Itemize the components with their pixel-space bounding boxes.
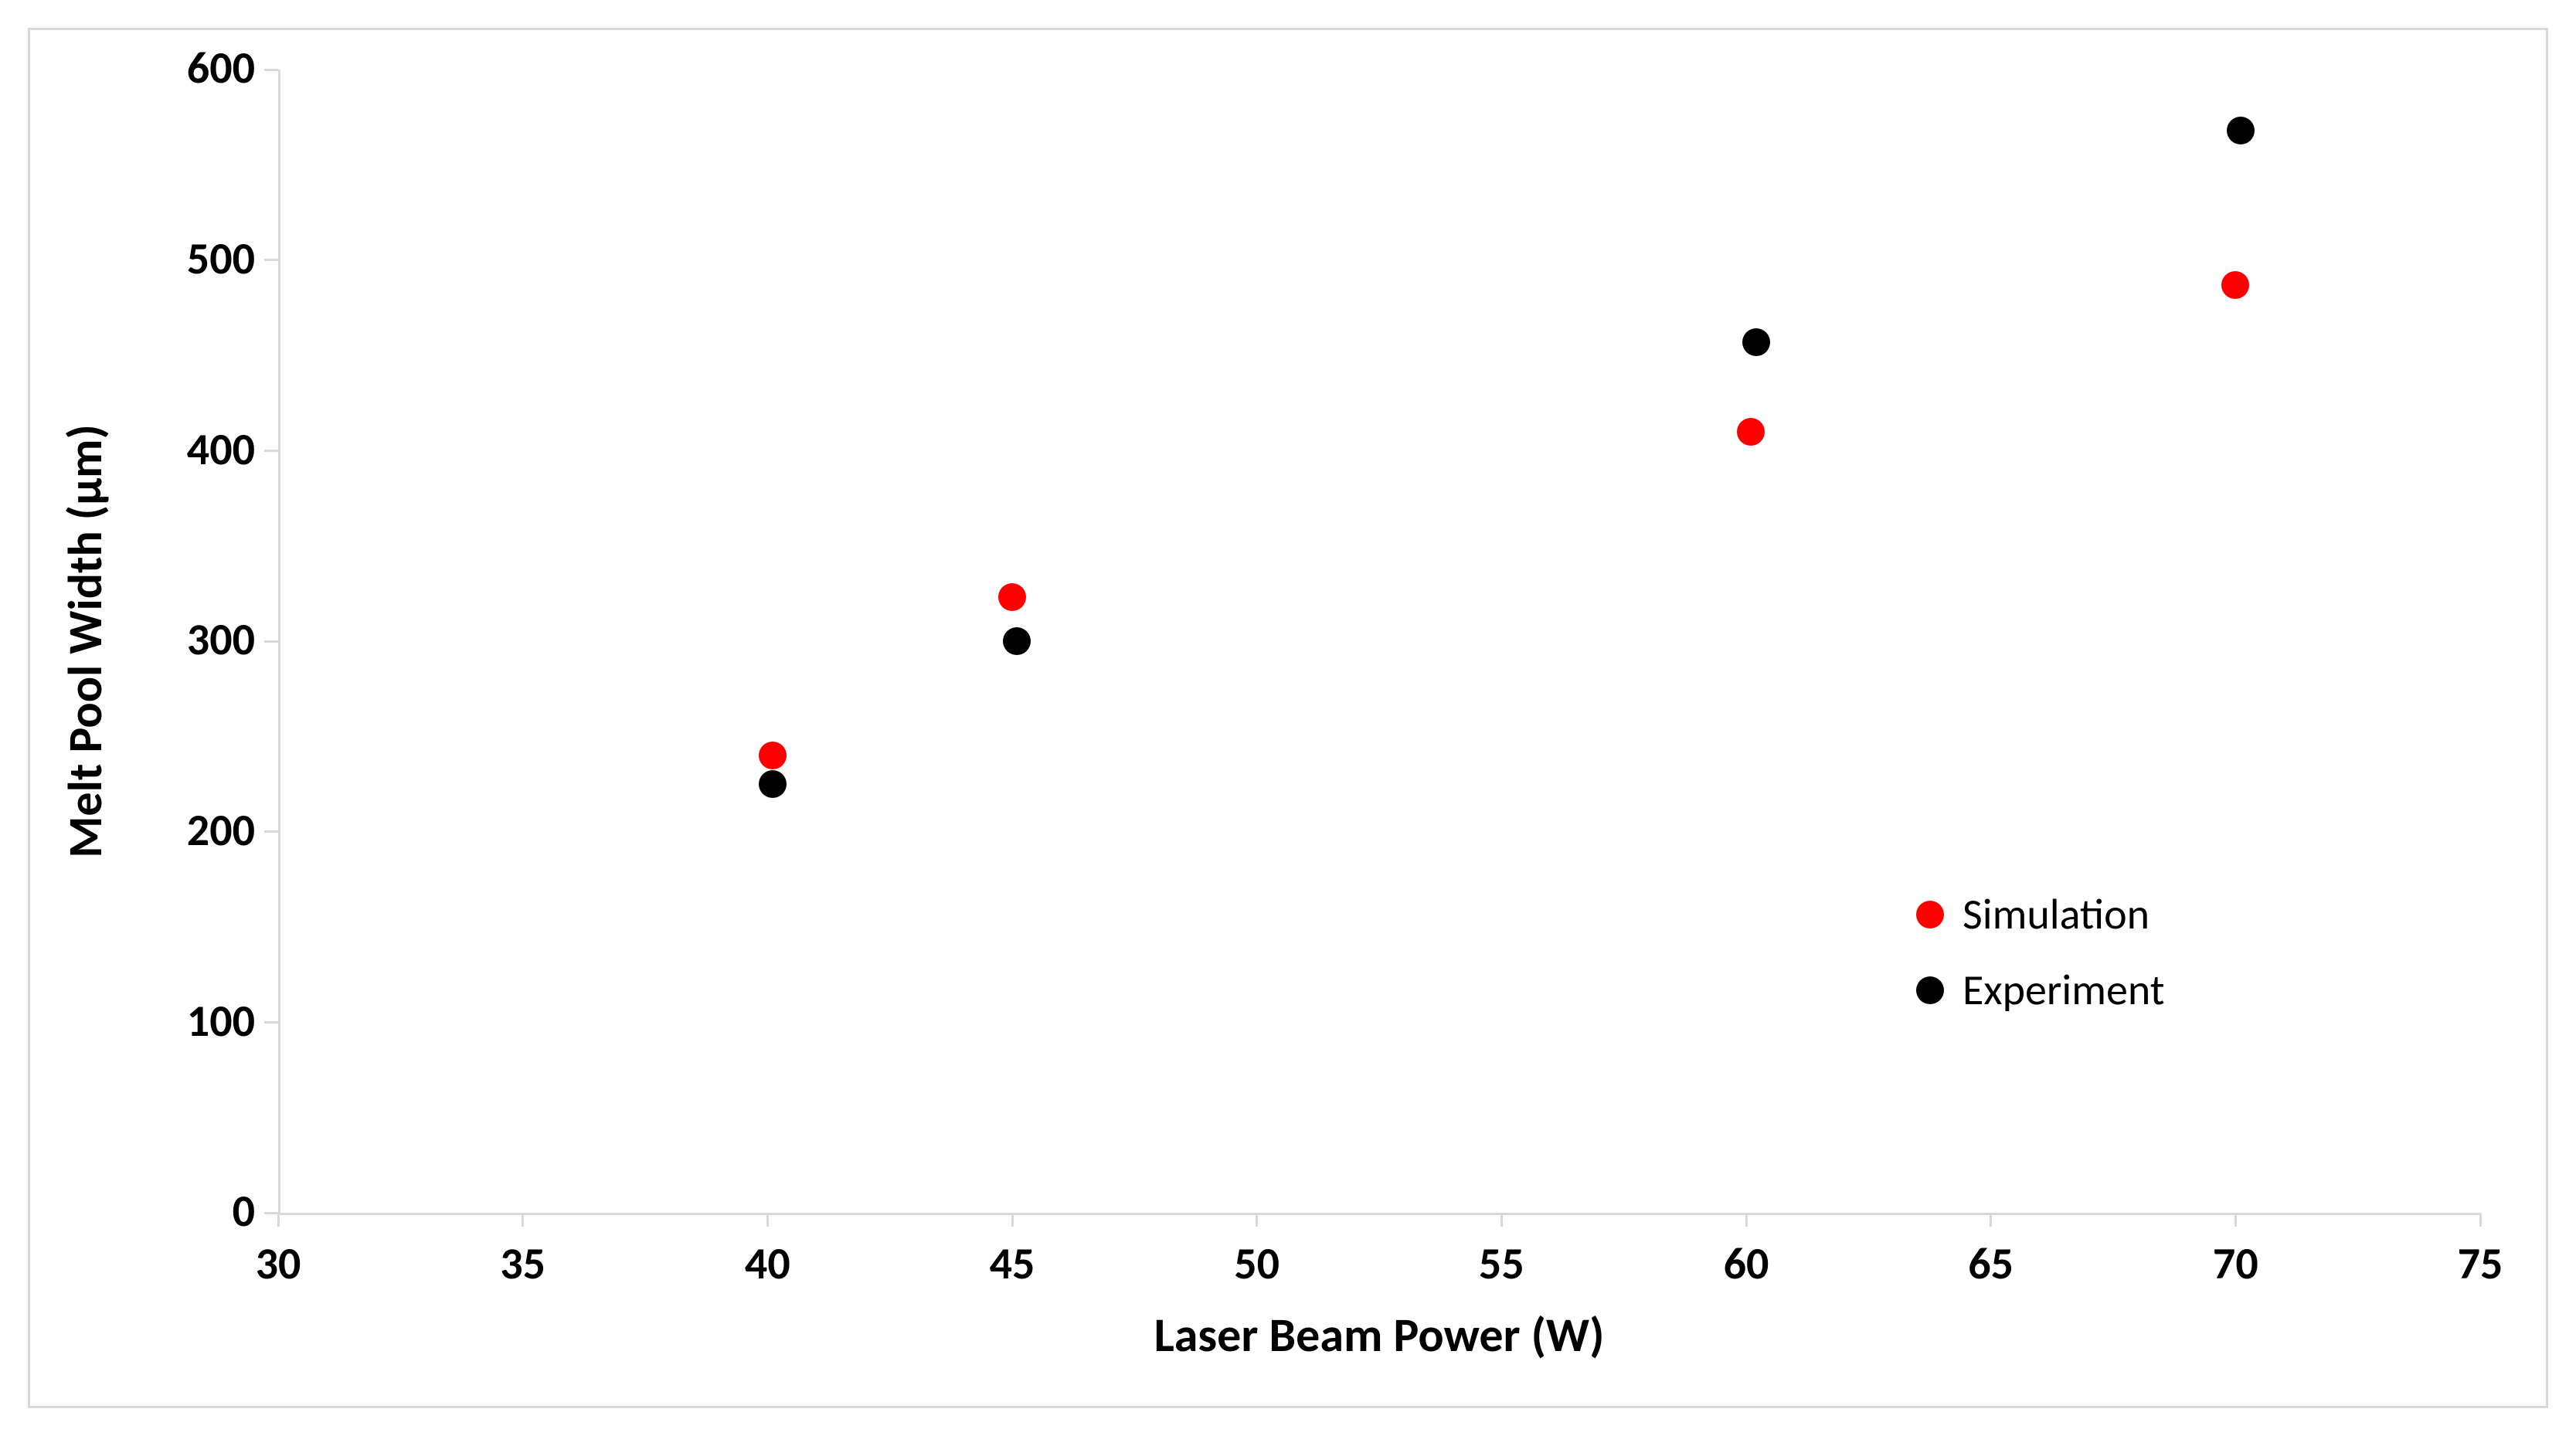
data-point [759, 742, 787, 769]
x-tick-label: 65 [1968, 1236, 2014, 1291]
x-axis-title: Laser Beam Power (W) [1154, 1305, 1605, 1364]
x-tick [277, 1213, 280, 1227]
y-axis-line [278, 70, 280, 1213]
data-point [1737, 418, 1765, 446]
x-tick [1990, 1213, 1992, 1227]
x-tick [2234, 1213, 2237, 1227]
x-tick-label: 75 [2458, 1236, 2503, 1291]
y-axis-title: Melt Pool Width (μm) [56, 424, 114, 858]
y-tick [264, 830, 278, 833]
legend-item: Simulation [1916, 888, 2165, 941]
y-tick-label: 0 [233, 1183, 255, 1238]
y-tick [264, 450, 278, 452]
plot-area [278, 70, 2480, 1213]
y-tick-label: 500 [187, 231, 255, 286]
y-tick-label: 400 [187, 422, 255, 477]
x-tick-label: 35 [500, 1236, 545, 1291]
x-tick-label: 55 [1479, 1236, 1524, 1291]
x-tick [522, 1213, 524, 1227]
x-tick-label: 40 [745, 1236, 790, 1291]
x-tick [1011, 1213, 1014, 1227]
y-tick [264, 1212, 278, 1214]
legend-marker [1916, 976, 1944, 1004]
x-tick-label: 60 [1724, 1236, 1769, 1291]
legend-label: Experiment [1963, 964, 2165, 1017]
x-tick-label: 70 [2213, 1236, 2258, 1291]
x-axis-line [278, 1213, 2480, 1215]
y-tick-label: 200 [187, 803, 255, 857]
y-tick [264, 1021, 278, 1024]
x-tick [766, 1213, 769, 1227]
data-point [2221, 271, 2249, 299]
y-tick-label: 100 [187, 993, 255, 1048]
x-tick-label: 30 [256, 1236, 301, 1291]
x-tick [1745, 1213, 1748, 1227]
data-point [759, 770, 787, 798]
y-tick-label: 600 [187, 40, 255, 95]
y-tick-label: 300 [187, 612, 255, 667]
legend-marker [1916, 901, 1944, 928]
x-tick-label: 45 [990, 1236, 1035, 1291]
x-tick [2479, 1213, 2482, 1227]
data-point [2227, 117, 2255, 144]
data-point [1003, 627, 1031, 655]
legend-item: Experiment [1916, 964, 2165, 1017]
y-tick [264, 69, 278, 71]
y-tick [264, 640, 278, 643]
legend-label: Simulation [1963, 888, 2149, 941]
x-tick [1500, 1213, 1503, 1227]
data-point [1742, 328, 1770, 356]
scatter-chart: 0 100 200 300 400 500 600 30 35 40 45 50 55 60 65 70 75 L… [0, 0, 2576, 1436]
legend: Simulation Experiment [1916, 888, 2165, 1040]
y-tick [264, 259, 278, 261]
data-point [998, 583, 1026, 611]
x-tick-label: 50 [1234, 1236, 1280, 1291]
x-tick [1256, 1213, 1258, 1227]
